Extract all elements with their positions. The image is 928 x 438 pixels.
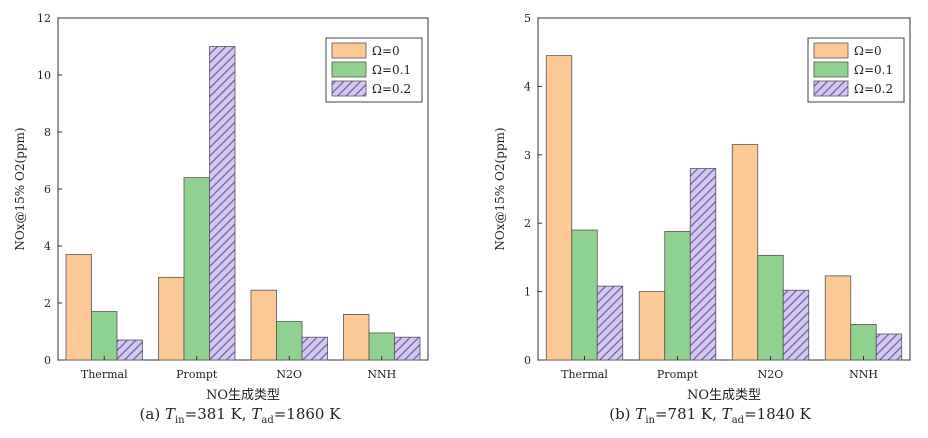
y-tick-label-b-0: 0 [524,354,531,367]
bar-b-prompt-s0 [638,291,666,361]
legend-label-b-2: Ω=0.2 [854,82,893,96]
x-tick-label-a-2: N2O [276,368,302,381]
y-axis-label-a: NOx@15% O2(ppm) [13,127,27,250]
x-tick-label-a-1: Prompt [176,368,218,381]
legend-swatch-a-1 [331,61,367,78]
legend-swatch-a-0 [331,42,367,59]
caption-b-tin-val: =781 K, [654,405,722,423]
y-tick-label-b-3: 3 [524,149,531,162]
caption-a-tad-val: =1860 K [273,405,341,423]
bar-b-thermal-s0 [545,55,573,361]
caption-a: (a) Tin=381 K, Tad=1860 K [30,405,450,426]
legend-label-b-0: Ω=0 [854,44,882,58]
y-tick-label-b-2: 2 [524,217,531,230]
legend-swatch-b-1 [813,61,849,78]
legend-label-a-1: Ω=0.1 [372,63,411,77]
y-tick-label-a-2: 4 [44,240,51,253]
x-tick-label-a-3: NNH [367,368,396,381]
caption-a-tad-sub: ad [261,415,274,426]
bar-b-n2o-s1 [757,254,784,361]
plot-frame-b [537,17,911,361]
bar-a-prompt-s0 [158,276,185,361]
bar-a-thermal-s1 [91,311,118,361]
legend-swatch-a-2 [331,80,367,97]
y-tick-label-b-5: 5 [524,12,531,25]
x-tick-label-b-2: N2O [758,368,784,381]
bar-b-thermal-s2 [596,285,624,361]
y-tick-label-b-1: 1 [524,286,531,299]
bar-a-nnh-s2 [394,336,421,361]
bar-a-nnh-s1 [368,332,395,361]
bar-a-n2o-s2 [301,336,328,361]
caption-b: (b) Tin=781 K, Tad=1840 K [500,405,920,426]
bar-a-thermal-s2 [116,339,143,361]
y-tick-label-a-0: 0 [44,354,51,367]
bar-b-nnh-s2 [875,333,903,361]
bar-b-n2o-s0 [731,144,759,361]
x-axis-label-b: NO生成类型 [687,388,761,403]
x-tick-label-a-0: Thermal [81,368,128,381]
legend-label-a-2: Ω=0.2 [372,82,411,96]
bar-b-thermal-s1 [571,229,598,361]
bar-a-prompt-s2 [209,46,236,361]
bar-a-thermal-s0 [65,254,92,361]
x-tick-label-b-3: NNH [849,368,878,381]
bar-a-n2o-s1 [276,321,303,361]
y-tick-label-a-1: 2 [44,297,51,310]
bar-a-n2o-s0 [250,289,277,361]
legend-swatch-b-0 [813,42,849,59]
caption-b-prefix: (b) [609,405,636,423]
bar-b-prompt-s1 [664,231,691,361]
bar-b-n2o-s2 [782,289,810,361]
bar-b-nnh-s1 [850,324,877,361]
caption-a-tin: T [164,405,175,423]
y-tick-label-b-4: 4 [524,80,531,93]
legend-label-b-1: Ω=0.1 [854,63,893,77]
caption-a-prefix: (a) [139,405,165,423]
y-tick-label-a-6: 12 [37,12,51,25]
caption-b-tin-sub: in [645,415,655,426]
bar-a-prompt-s1 [183,177,210,361]
x-tick-label-b-0: Thermal [561,368,608,381]
legend-label-a-0: Ω=0 [372,44,400,58]
y-axis-label-b: NOx@15% O2(ppm) [493,127,507,250]
y-tick-label-a-5: 10 [37,69,51,82]
caption-b-tin: T [635,405,646,423]
y-tick-label-a-4: 8 [44,126,51,139]
x-tick-label-b-1: Prompt [657,368,699,381]
caption-b-tad-val: =1840 K [744,405,811,423]
caption-a-tad: T [251,405,262,423]
chart-panel-b: 0 1 2 3 4 5 Thermal Prompt N2O NNH NO生成类型 NOx@15% O… [493,12,911,403]
caption-b-tad: T [721,405,732,423]
caption-b-tad-sub: ad [731,415,745,426]
legend-swatch-b-2 [813,80,849,97]
bar-a-nnh-s0 [343,313,370,361]
x-axis-label-a: NO生成类型 [206,388,280,403]
y-tick-label-a-3: 6 [44,183,51,196]
bar-b-nnh-s0 [824,275,852,361]
chart-panel-a: 0 2 4 6 8 10 12 Thermal Prompt N2O NNH NO生成类型 NOx@15… [13,12,429,403]
caption-a-tin-sub: in [174,415,185,426]
bar-b-prompt-s2 [689,168,717,361]
caption-a-tin-val: =381 K, [184,405,252,423]
